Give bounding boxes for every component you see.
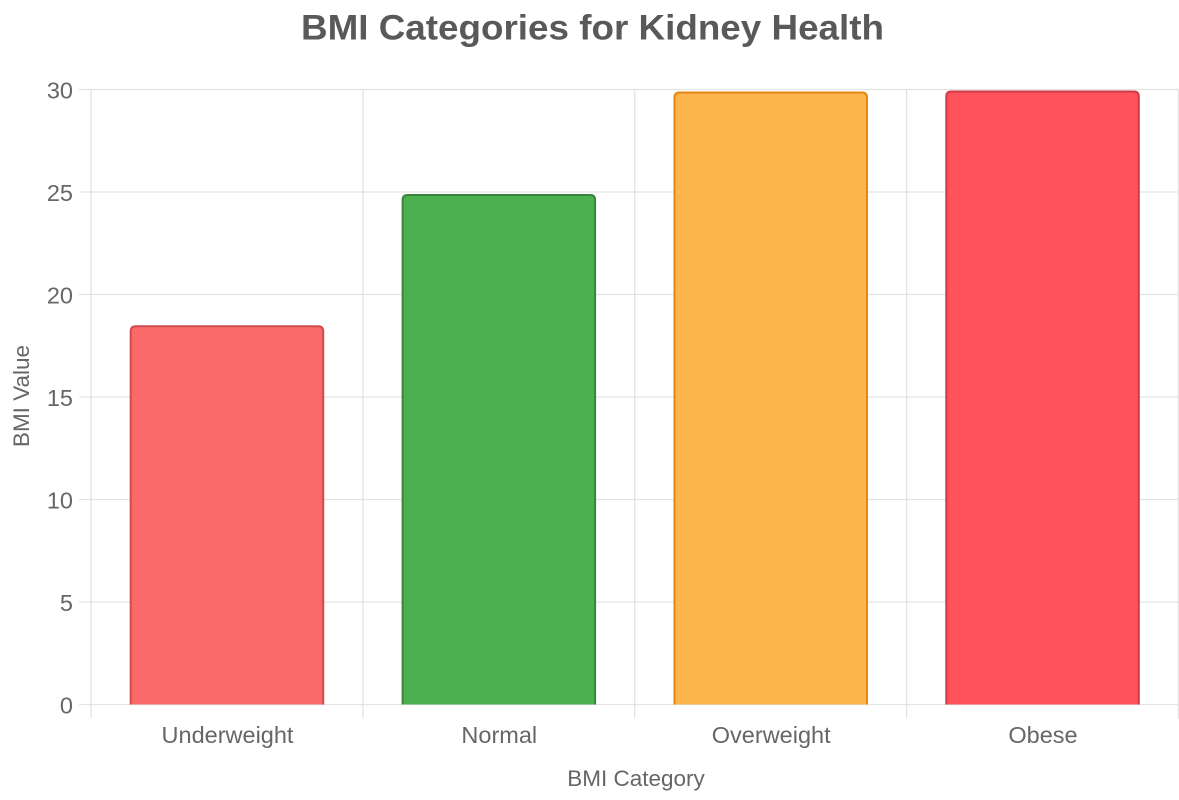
svg-text:Normal: Normal [461,722,537,748]
svg-text:15: 15 [47,385,73,411]
svg-text:Obese: Obese [1008,722,1077,748]
svg-text:BMI Value: BMI Value [9,345,34,447]
svg-text:BMI Categories for Kidney Heal: BMI Categories for Kidney Health [301,9,884,48]
svg-text:BMI Category: BMI Category [567,766,705,791]
svg-text:Underweight: Underweight [162,722,294,748]
svg-text:Overweight: Overweight [712,722,831,748]
svg-text:10: 10 [47,488,73,514]
svg-text:25: 25 [47,180,73,206]
svg-text:30: 30 [47,78,73,104]
svg-text:5: 5 [60,590,73,616]
svg-text:20: 20 [47,283,73,309]
svg-text:0: 0 [60,693,73,719]
